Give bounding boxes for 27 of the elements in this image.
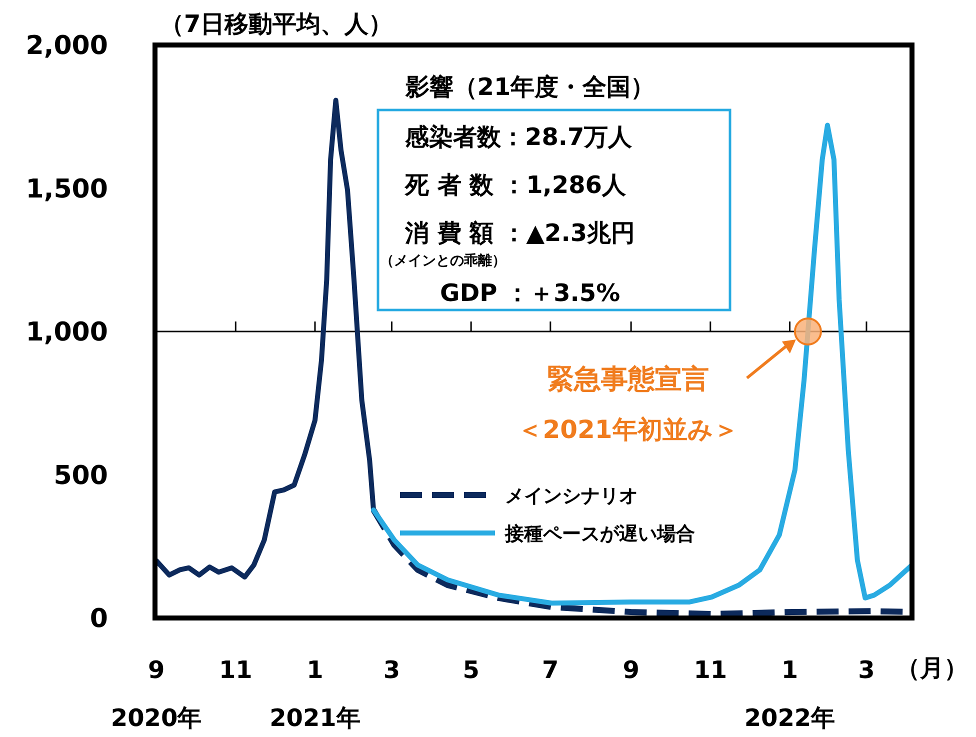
x-tick-label: 1 2021年 xyxy=(270,656,360,732)
x-tick-label: 9 2020年 xyxy=(110,656,202,732)
y-tick-label: 1,500 xyxy=(26,174,108,204)
text: （月） xyxy=(896,654,968,682)
annotation: 消 費 額 ：▲2.3兆円 xyxy=(404,219,636,247)
annotation: ＜2021年初並み＞ xyxy=(518,415,738,444)
y-tick-label: 0 xyxy=(90,604,108,634)
x-tick-label: 5 xyxy=(462,656,480,684)
x-tick-label: 11 xyxy=(218,656,252,684)
annotation: 影響（21年度・全国） xyxy=(404,73,655,101)
x-tick-label: 9 xyxy=(622,656,640,684)
x-tick-label: 7 xyxy=(542,656,559,684)
annotation: 感染者数：28.7万人 xyxy=(404,123,634,151)
legend-label: メインシナリオ xyxy=(505,485,638,507)
annotation: 緊急事態宣言 xyxy=(547,364,709,395)
x-tick-label: 1 2022年 xyxy=(744,656,836,732)
y-axis-title: （7日移動平均、人） xyxy=(160,10,393,38)
annotation: （メインとの乖離） xyxy=(380,253,506,269)
y-tick-label: 1,000 xyxy=(26,318,108,348)
annotation: 死 者 数 ：1,286人 xyxy=(404,171,627,199)
x-tick-label: 3 xyxy=(383,656,400,684)
legend-label: 接種ペースが遅い場合 xyxy=(504,523,695,545)
x-tick-label: 3 xyxy=(858,656,875,684)
y-tick-label: 500 xyxy=(54,460,108,491)
x-tick-label: 11 xyxy=(694,656,728,684)
y-tick-label: 2,000 xyxy=(26,31,108,61)
annotation: GDP ：＋3.5% xyxy=(440,279,620,307)
